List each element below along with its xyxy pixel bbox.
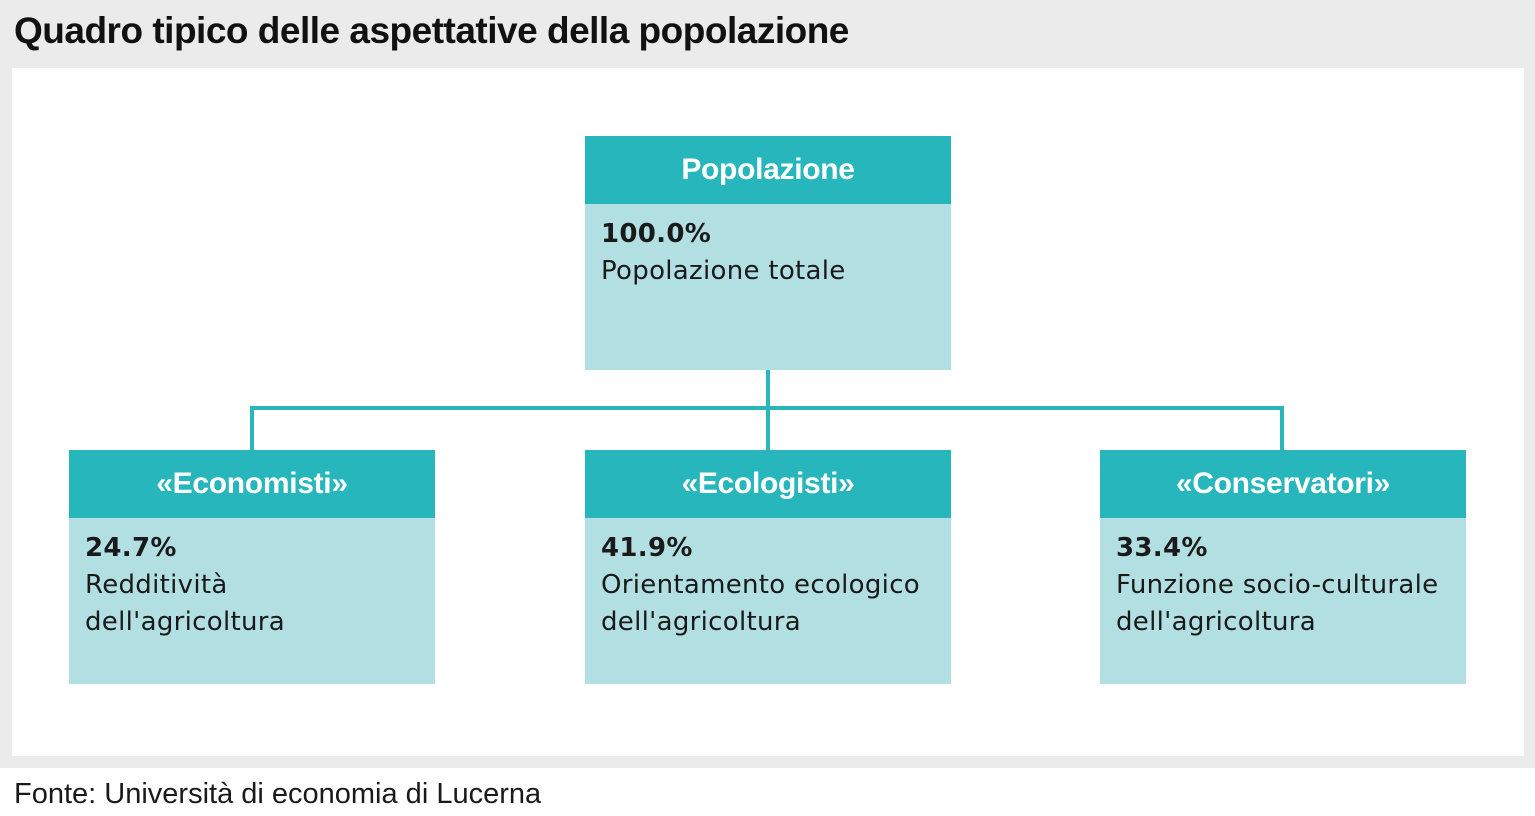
diagram-panel: Popolazione 100.0% Popolazione totale «E… [12,68,1524,756]
figure-title: Quadro tipico delle aspettative della po… [14,10,849,51]
connector-right-drop [1280,406,1284,450]
child-node-body: 41.9% Orientamento ecologico dell'agrico… [585,518,951,641]
child-node-body: 33.4% Funzione socio-culturale dell'agri… [1100,518,1466,641]
child-node-body: 24.7% Redditività dell'agricoltura [69,518,435,641]
root-node-description: Popolazione totale [601,256,846,286]
child-node-conservatori: «Conservatori» 33.4% Funzione socio-cult… [1100,450,1466,684]
child-node-economisti: «Economisti» 24.7% Redditività dell'agri… [69,450,435,684]
source-note: Fonte: Università di economia di Lucerna [14,778,542,810]
child-node-value: 41.9% [601,533,693,563]
root-node-popolazione: Popolazione 100.0% Popolazione totale [585,136,951,370]
connector-left-drop [250,406,254,450]
child-node-value: 24.7% [85,533,177,563]
root-node-header: Popolazione [585,136,951,204]
connector-root-stem [766,370,770,410]
child-node-description: Redditività dell'agricoltura [85,570,285,637]
child-node-header: «Conservatori» [1100,450,1466,518]
root-node-value: 100.0% [601,219,712,249]
child-node-description: Funzione socio-culturale dell'agricoltur… [1116,570,1439,637]
child-node-header: «Ecologisti» [585,450,951,518]
child-node-ecologisti: «Ecologisti» 41.9% Orientamento ecologic… [585,450,951,684]
figure-frame: Quadro tipico delle aspettative della po… [0,0,1535,768]
child-node-description: Orientamento ecologico dell'agricoltura [601,570,921,637]
connector-center-drop [766,406,770,450]
child-node-value: 33.4% [1116,533,1208,563]
child-node-header: «Economisti» [69,450,435,518]
root-node-body: 100.0% Popolazione totale [585,204,951,290]
